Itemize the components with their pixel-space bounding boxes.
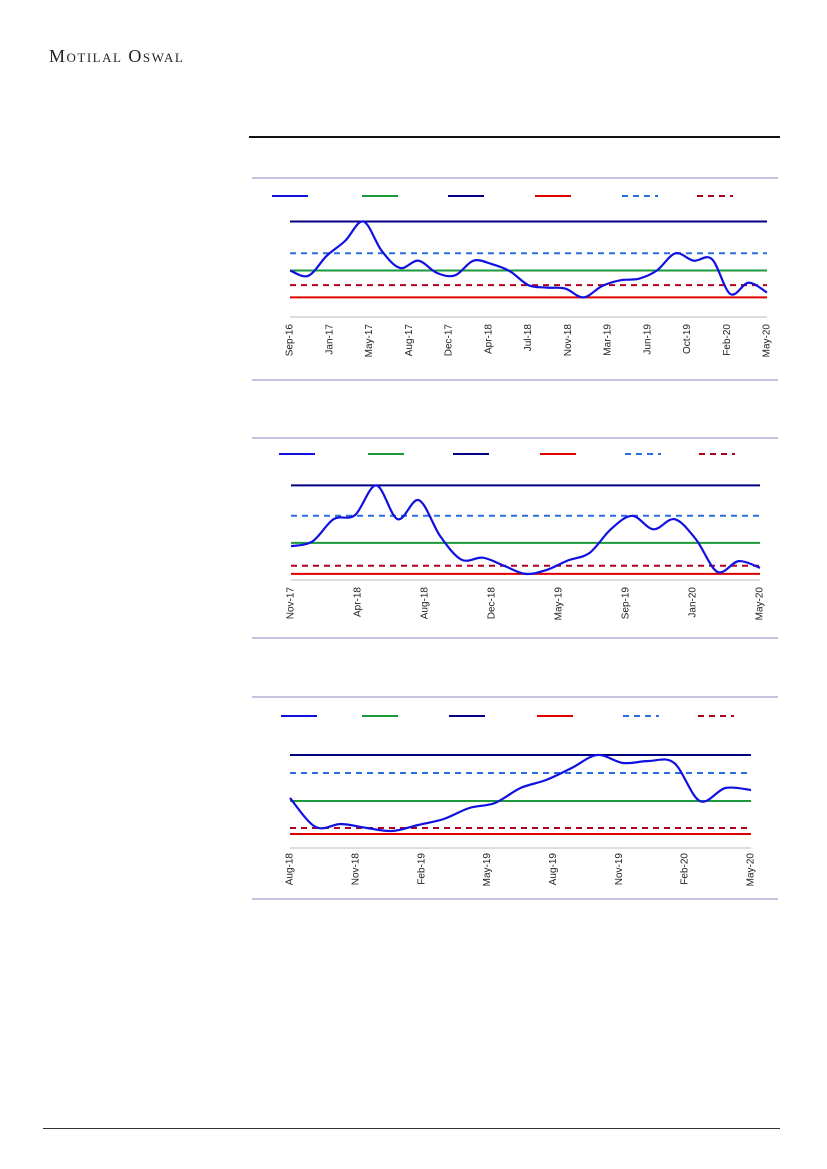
x-tick-label: May-20 (755, 587, 766, 621)
x-tick-label: Feb-20 (722, 324, 733, 356)
x-tick-label: May-19 (554, 587, 565, 621)
x-tick-label: Aug-18 (420, 587, 431, 620)
header-rule (249, 136, 780, 138)
x-tick-label: Dec-17 (444, 324, 455, 357)
x-tick-label: Aug-17 (404, 324, 415, 357)
valuation-chart-1: Sep-16 Jan-17 May-17 Aug-17 Dec-17 Apr-18 Jul-… (252, 177, 778, 381)
x-tick-label: Aug-19 (548, 853, 559, 886)
series-line (290, 484, 761, 576)
x-tick-label: Jan-20 (688, 587, 699, 618)
brand-logo: Motilal Oswal (49, 46, 185, 66)
series-line (289, 753, 752, 833)
x-tick-label: Aug-18 (285, 853, 296, 886)
x-tick-label: Apr-18 (483, 324, 494, 354)
valuation-chart-2: Nov-17 Apr-18 Aug-18 Dec-18 May-19 Sep-19 Jan-… (252, 437, 778, 639)
x-tick-label: Nov-18 (351, 853, 362, 886)
x-tick-label: Dec-18 (487, 587, 498, 620)
x-tick-label: Nov-17 (286, 587, 297, 620)
x-tick-label: May-17 (364, 324, 375, 358)
x-tick-label: Oct-19 (682, 324, 693, 354)
x-tick-label: May-19 (482, 853, 493, 887)
x-tick-label: Jun-19 (642, 324, 653, 355)
x-tick-label: Apr-18 (353, 587, 364, 617)
x-tick-label: May-20 (746, 853, 757, 887)
x-tick-label: May-20 (762, 324, 773, 358)
valuation-chart-3: Aug-18 Nov-18 Feb-19 May-19 Aug-19 Nov-19 Feb-… (252, 696, 778, 900)
x-tick-label: Sep-19 (621, 587, 632, 620)
x-tick-label: Nov-19 (614, 853, 625, 886)
x-tick-label: Jan-17 (324, 324, 335, 355)
x-tick-label: Jul-18 (523, 324, 534, 352)
x-tick-label: Sep-16 (285, 324, 296, 357)
x-tick-label: Feb-19 (416, 853, 427, 885)
footer-rule (43, 1128, 780, 1129)
x-tick-label: Feb-20 (680, 853, 691, 885)
x-tick-label: Mar-19 (603, 324, 614, 356)
series-line (289, 220, 768, 299)
x-tick-label: Nov-18 (563, 324, 574, 357)
